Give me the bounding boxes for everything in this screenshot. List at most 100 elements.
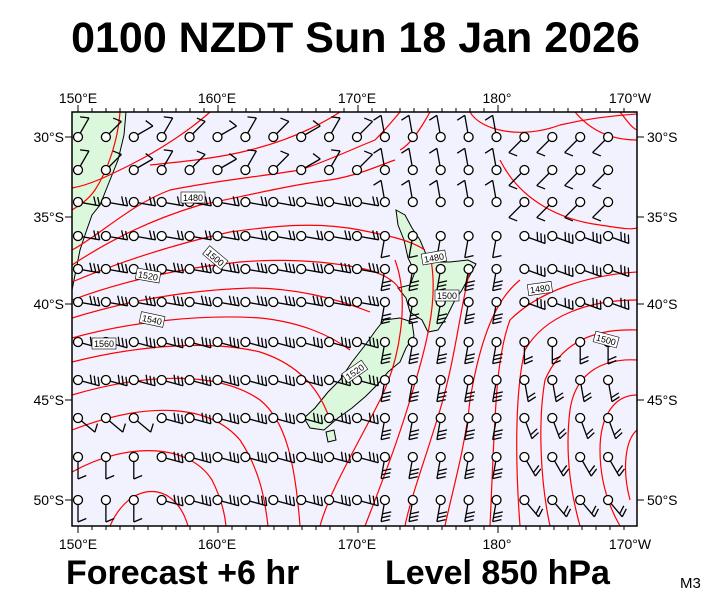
- station-circle: [463, 196, 474, 208]
- wind-barb: [156, 149, 174, 176]
- station-circle: [379, 336, 391, 348]
- wind-barb: [72, 196, 101, 208]
- station-circle: [575, 494, 586, 506]
- station-circle: [547, 451, 558, 463]
- wind-barb: [100, 494, 115, 523]
- contour-label: 1480: [529, 283, 550, 296]
- height-contour: [364, 254, 434, 527]
- contour-label: 1480: [423, 251, 444, 264]
- wind-barb: [428, 114, 446, 143]
- station-circle: [547, 374, 558, 386]
- station-circle: [212, 412, 223, 424]
- wind-barb: [536, 164, 558, 190]
- lat-label-right: 35°S: [647, 209, 678, 225]
- wind-barb: [602, 230, 630, 245]
- wind-barb: [212, 336, 240, 349]
- wind-barb: [268, 150, 290, 176]
- station-circle: [575, 412, 586, 424]
- station-circle: [156, 494, 167, 506]
- station-circle: [463, 164, 474, 176]
- station-circle: [575, 164, 586, 176]
- wind-barb: [435, 412, 448, 441]
- station-circle: [184, 164, 195, 176]
- wind-barb: [100, 295, 129, 308]
- wind-barb: [547, 263, 574, 278]
- station-circle: [575, 336, 586, 348]
- station-circle: [212, 296, 223, 308]
- station-circle: [128, 131, 139, 143]
- wind-barb: [547, 494, 572, 518]
- wind-barb: [296, 336, 324, 349]
- lat-label-right: 30°S: [647, 129, 678, 145]
- wind-barb: [547, 412, 567, 440]
- wind-barb: [212, 374, 240, 387]
- wind-barb: [547, 296, 574, 311]
- station-circle: [491, 164, 502, 176]
- wind-barb: [156, 196, 184, 208]
- wind-barb: [456, 147, 474, 176]
- station-circle: [296, 164, 307, 176]
- station-circle: [72, 131, 84, 143]
- wind-barb: [296, 412, 324, 425]
- wind-barb: [268, 336, 296, 349]
- wind-barb: [491, 374, 503, 403]
- station-circle: [575, 196, 586, 208]
- wind-barb: [128, 494, 143, 523]
- wind-barb: [379, 451, 392, 480]
- station-circle: [128, 412, 139, 424]
- station-circle: [100, 412, 112, 424]
- wind-barb: [212, 451, 240, 464]
- lon-label-top: 170°E: [338, 90, 376, 106]
- wind-barb: [379, 412, 392, 441]
- wind-barb: [463, 336, 476, 365]
- lon-label-top: 150°E: [59, 90, 97, 106]
- wind-barb: [72, 374, 100, 387]
- wind-barb: [491, 263, 503, 292]
- lon-label-bottom: 150°E: [59, 536, 97, 552]
- station-circle: [72, 296, 84, 308]
- station-circle: [407, 230, 418, 242]
- station-circle: [351, 494, 363, 506]
- station-circle: [602, 164, 614, 176]
- wind-barb: [547, 374, 565, 403]
- station-circle: [407, 412, 418, 424]
- wind-barb: [240, 196, 268, 208]
- wind-barb: [128, 230, 157, 242]
- station-circle: [156, 196, 167, 208]
- station-circle: [72, 196, 84, 208]
- wind-barb: [240, 116, 257, 143]
- wind-barb: [602, 451, 626, 477]
- station-circle: [100, 494, 112, 506]
- wind-barb: [156, 116, 174, 143]
- station-circle: [575, 230, 586, 242]
- station-circle: [184, 374, 195, 386]
- wind-barb: [184, 374, 212, 387]
- station-circle: [212, 336, 223, 348]
- wind-barb: [463, 263, 476, 292]
- station-circle: [519, 451, 530, 463]
- station-circle: [184, 451, 195, 463]
- wind-barb: [156, 262, 184, 275]
- station-circle: [184, 131, 195, 143]
- station-circle: [575, 131, 586, 143]
- wind-barb: [592, 164, 614, 190]
- station-circle: [156, 263, 167, 275]
- station-circle: [463, 230, 474, 242]
- wind-barb: [72, 412, 99, 433]
- station-circle: [519, 230, 530, 242]
- wind-barb: [268, 262, 296, 275]
- station-circle: [296, 494, 307, 506]
- station-circle: [212, 230, 223, 242]
- station-circle: [323, 296, 335, 308]
- station-circle: [547, 164, 558, 176]
- wind-barb: [379, 336, 392, 365]
- wind-barb: [323, 196, 352, 208]
- station-circle: [519, 263, 530, 275]
- forecast-label: Forecast +6 hr: [66, 554, 300, 592]
- station-circle: [212, 164, 223, 176]
- station-circle: [184, 230, 195, 242]
- station-circle: [379, 494, 391, 506]
- wind-barb: [296, 120, 321, 143]
- station-circle: [519, 164, 530, 176]
- station-circle: [128, 164, 139, 176]
